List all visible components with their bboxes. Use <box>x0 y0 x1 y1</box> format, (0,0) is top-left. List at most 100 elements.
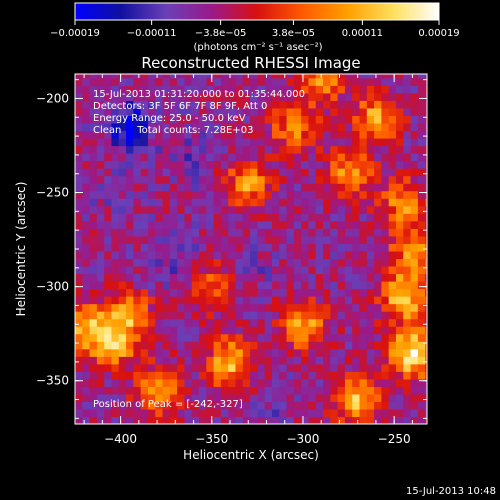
heatmap-cell <box>293 92 302 101</box>
heatmap-cell <box>169 168 178 177</box>
heatmap-cell <box>403 371 412 380</box>
heatmap-cell <box>315 303 324 312</box>
heatmap-cell <box>104 168 113 177</box>
heatmap-cell <box>177 160 186 169</box>
heatmap-cell <box>140 303 149 312</box>
heatmap-cell <box>279 393 288 403</box>
heatmap-cell <box>395 288 404 297</box>
heatmap-cell <box>366 341 375 350</box>
heatmap-cell <box>213 311 222 320</box>
heatmap-cell <box>206 235 215 244</box>
heatmap-cell <box>235 243 244 252</box>
heatmap-cell <box>344 122 353 132</box>
heatmap-cell <box>359 74 368 79</box>
heatmap-cell <box>242 341 251 350</box>
heatmap-cell <box>228 137 237 147</box>
heatmap-cell <box>366 160 375 169</box>
heatmap-cell <box>206 273 215 282</box>
heatmap-cell <box>220 296 229 305</box>
heatmap-cell <box>111 408 120 418</box>
heatmap-cell <box>126 190 134 199</box>
heatmap-cell <box>104 107 113 116</box>
heatmap-cell <box>308 183 317 192</box>
heatmap-cell <box>184 273 193 282</box>
peak-position-label: Position of Peak = [-242,-327] <box>93 399 243 410</box>
heatmap-cell <box>220 393 229 403</box>
heatmap-cell <box>228 228 237 237</box>
heatmap-cell <box>352 213 361 222</box>
heatmap-cell <box>191 183 200 192</box>
heatmap-cell <box>96 356 105 365</box>
heatmap-cell <box>417 318 426 327</box>
heatmap-cell <box>82 273 91 282</box>
heatmap-cell <box>220 363 229 372</box>
heatmap-cell <box>308 408 317 418</box>
heatmap-cell <box>271 348 280 357</box>
heatmap-cell <box>330 296 339 305</box>
heatmap-cell <box>111 393 120 403</box>
heatmap-cell <box>425 220 427 229</box>
heatmap-cell <box>89 115 98 124</box>
heatmap-cell <box>162 190 171 199</box>
heatmap-cell <box>75 100 83 109</box>
heatmap-cell <box>206 386 215 395</box>
heatmap-cell <box>315 183 324 192</box>
heatmap-cell <box>111 137 120 147</box>
heatmap-cell <box>75 122 83 132</box>
heatmap-cell <box>352 220 361 229</box>
heatmap-cell <box>381 235 390 244</box>
heatmap-cell <box>220 220 229 229</box>
heatmap-cell <box>301 220 310 229</box>
heatmap-cell <box>286 378 295 387</box>
heatmap-cell <box>191 130 200 139</box>
heatmap-cell <box>293 235 302 244</box>
heatmap-cell <box>374 85 383 94</box>
heatmap-cell <box>75 168 83 177</box>
heatmap-cell <box>235 130 244 139</box>
heatmap-cell <box>89 190 98 199</box>
heatmap-cell <box>337 145 346 154</box>
heatmap-cell <box>235 356 244 365</box>
heatmap-cell <box>315 356 324 365</box>
heatmap-cell <box>301 326 310 335</box>
heatmap-cell <box>359 386 368 395</box>
heatmap-cell <box>140 235 149 244</box>
heatmap-cell <box>184 100 193 109</box>
heatmap-cell <box>228 378 237 387</box>
heatmap-cell <box>425 175 427 184</box>
heatmap-cell <box>417 137 426 147</box>
heatmap-cell <box>374 401 383 410</box>
heatmap-cell <box>330 130 339 139</box>
heatmap-cell <box>155 341 164 350</box>
heatmap-cell <box>344 280 353 290</box>
heatmap-cell <box>213 220 222 229</box>
heatmap-cell <box>75 198 83 207</box>
heatmap-cell <box>352 326 361 335</box>
heatmap-cell <box>235 311 244 320</box>
heatmap-cell <box>250 205 258 214</box>
heatmap-cell <box>96 92 105 101</box>
heatmap-cell <box>111 288 120 297</box>
heatmap-cell <box>118 77 127 86</box>
heatmap-cell <box>169 205 178 214</box>
heatmap-cell <box>242 107 251 116</box>
heatmap-cell <box>366 258 375 267</box>
heatmap-cell <box>403 220 412 229</box>
heatmap-cell <box>242 416 251 424</box>
heatmap-cell <box>264 296 273 305</box>
heatmap-cell <box>344 160 353 169</box>
heatmap-cell <box>126 258 134 267</box>
heatmap-cell <box>301 408 310 418</box>
heatmap-cell <box>323 386 331 395</box>
heatmap-cell <box>206 363 215 372</box>
heatmap-cell <box>425 243 427 252</box>
heatmap-cell <box>301 393 310 403</box>
heatmap-cell <box>169 318 178 327</box>
heatmap-cell <box>344 356 353 365</box>
heatmap-cell <box>264 107 273 116</box>
heatmap-cell <box>381 190 390 199</box>
heatmap-cell <box>425 280 427 290</box>
heatmap-cell <box>388 296 397 305</box>
heatmap-cell <box>206 92 215 101</box>
heatmap-cell <box>359 303 368 312</box>
